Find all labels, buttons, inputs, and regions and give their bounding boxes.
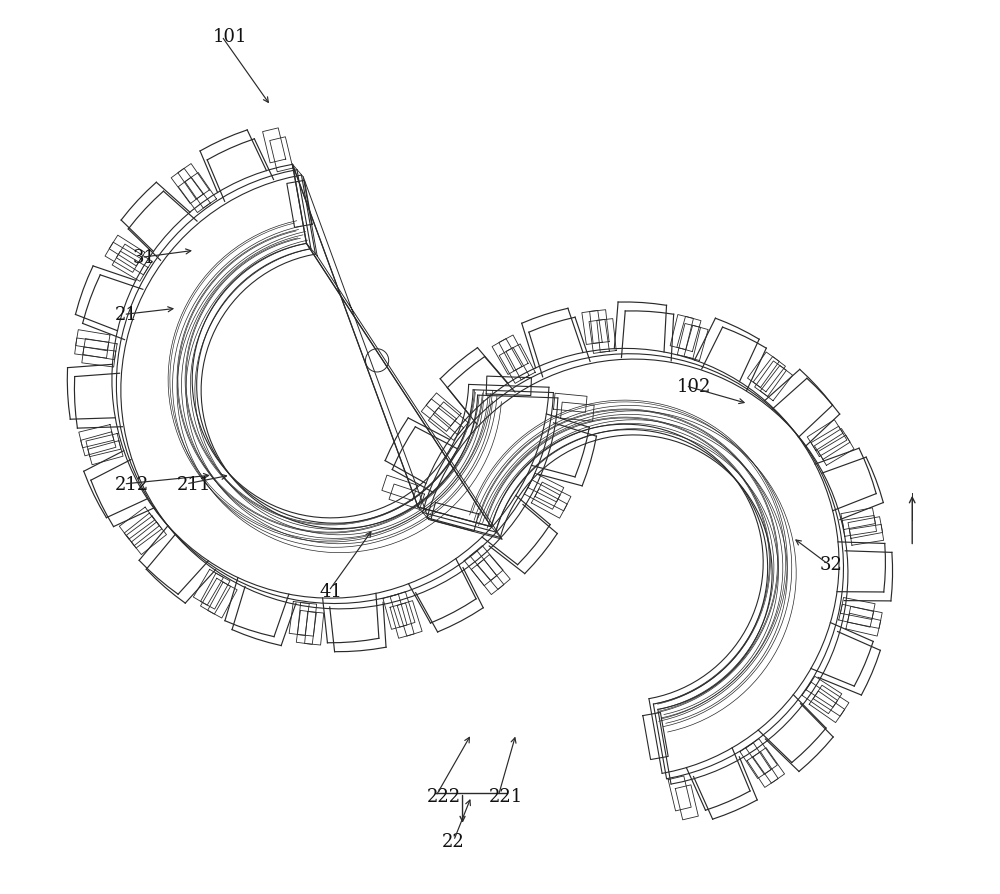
Text: 101: 101 bbox=[213, 28, 247, 46]
Text: 221: 221 bbox=[489, 788, 524, 805]
Text: 102: 102 bbox=[677, 377, 711, 395]
Text: 212: 212 bbox=[115, 476, 149, 493]
Text: 41: 41 bbox=[320, 582, 343, 601]
Text: 222: 222 bbox=[427, 788, 461, 805]
Text: 22: 22 bbox=[442, 832, 465, 850]
Text: 211: 211 bbox=[177, 476, 211, 493]
Text: 21: 21 bbox=[115, 306, 137, 325]
Text: 32: 32 bbox=[819, 556, 842, 574]
Text: 31: 31 bbox=[132, 249, 155, 267]
